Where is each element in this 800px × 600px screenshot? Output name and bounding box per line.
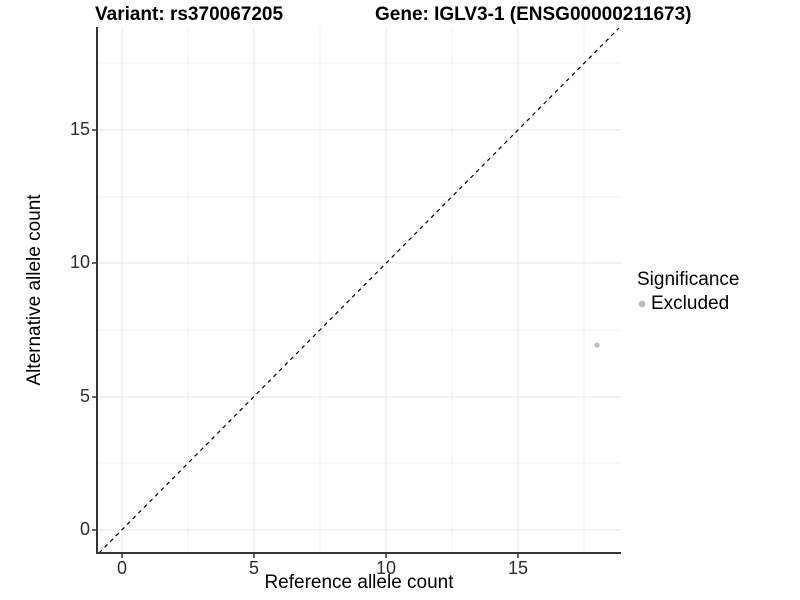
grid-major bbox=[97, 28, 621, 553]
y-tick-label-10: 10 bbox=[69, 252, 90, 272]
tick-marks bbox=[92, 129, 519, 558]
legend-key-dot-icon bbox=[633, 295, 651, 313]
y-axis-title: Alternative allele count bbox=[24, 194, 45, 386]
x-tick-label-10: 10 bbox=[375, 558, 397, 578]
axis-lines bbox=[96, 27, 621, 554]
y-tick-label-0: 0 bbox=[79, 519, 90, 539]
x-tick-label-5: 5 bbox=[248, 558, 259, 578]
legend-title: Significance bbox=[637, 269, 740, 290]
y-tick-label-5: 5 bbox=[79, 386, 90, 406]
plot-title-gene: Gene: IGLV3-1 (ENSG00000211673) bbox=[375, 4, 692, 25]
legend-item-label: Excluded bbox=[651, 293, 730, 314]
grid-minor bbox=[97, 28, 621, 553]
y-tick-label-15: 15 bbox=[69, 119, 90, 139]
x-axis-title: Reference allele count bbox=[264, 572, 454, 593]
legend-item-excluded: Excluded bbox=[633, 293, 739, 315]
x-tick-label-15: 15 bbox=[507, 558, 529, 578]
data-point-excluded bbox=[594, 342, 600, 348]
plot-title-variant: Variant: rs370067205 bbox=[95, 4, 284, 25]
legend: Significance Excluded bbox=[633, 269, 739, 315]
identity-line bbox=[98, 27, 620, 554]
x-tick-label-0: 0 bbox=[116, 558, 127, 578]
